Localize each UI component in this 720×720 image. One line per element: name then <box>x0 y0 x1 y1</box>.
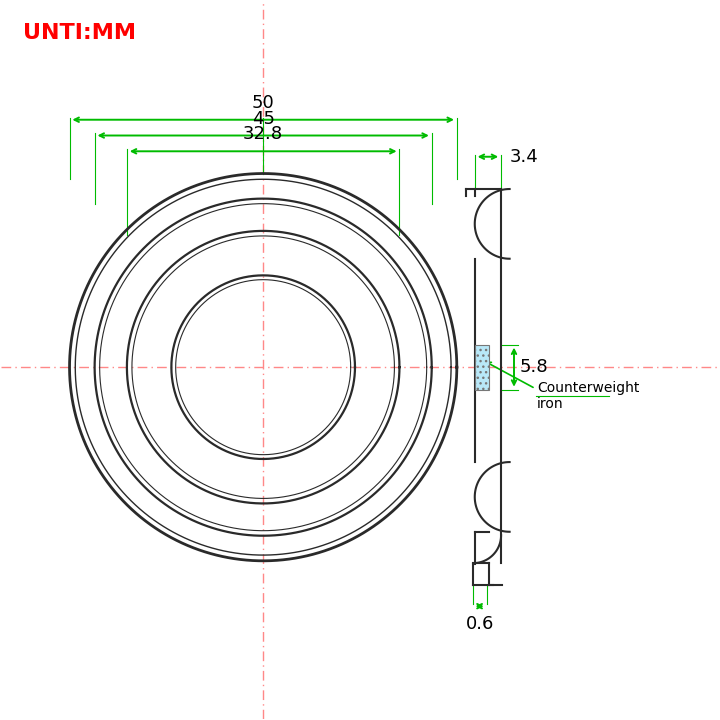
Text: 3.4: 3.4 <box>510 148 539 166</box>
Text: 5.8: 5.8 <box>520 358 549 376</box>
Text: UNTI:MM: UNTI:MM <box>23 23 136 43</box>
Text: 45: 45 <box>252 109 274 127</box>
Text: Counterweight
iron: Counterweight iron <box>537 381 639 411</box>
Text: 50: 50 <box>252 94 274 112</box>
Text: 32.8: 32.8 <box>243 125 283 143</box>
Bar <box>475 345 490 390</box>
Text: 0.6: 0.6 <box>465 615 494 633</box>
